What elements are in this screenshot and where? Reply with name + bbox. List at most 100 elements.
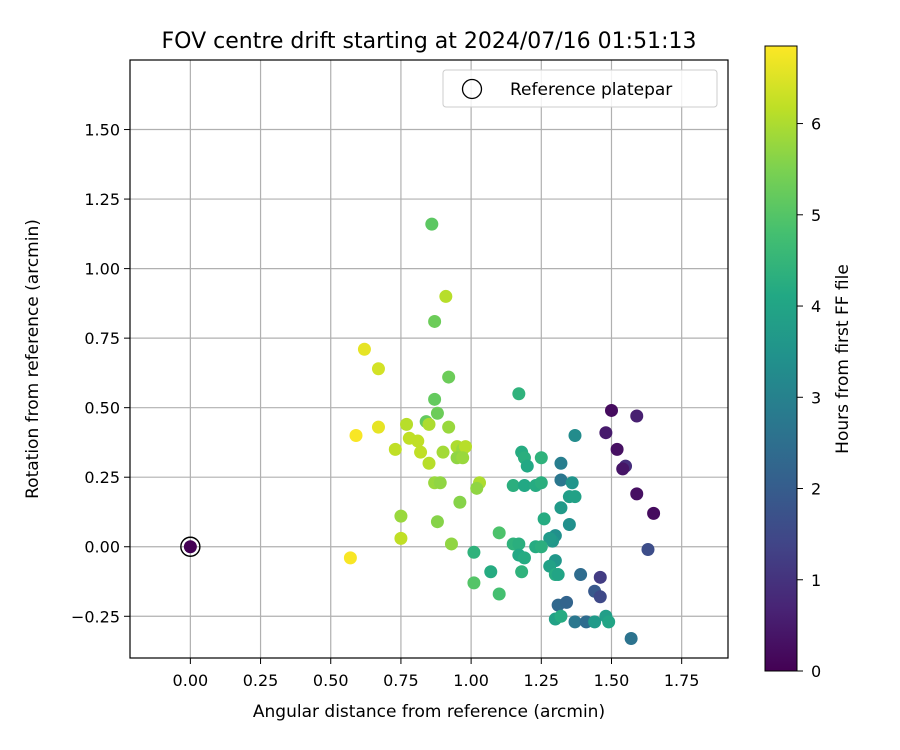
y-tick-label: 1.25 [84,190,120,209]
data-point [554,501,568,515]
data-point [428,314,442,328]
data-point [560,595,574,609]
data-point [647,506,661,520]
data-point [565,476,579,490]
data-point [394,509,408,523]
colorbar-tick-label: 3 [811,388,821,407]
data-point [512,387,526,401]
chart-title: FOV centre drift starting at 2024/07/16 … [162,29,697,54]
legend-label: Reference platepar [510,80,672,100]
data-point [543,531,557,545]
reference-marker [180,536,201,557]
x-tick-label: 1.00 [453,671,489,690]
data-point [492,526,506,540]
data-point [534,451,548,465]
data-point [400,417,414,431]
data-point [520,459,534,473]
data-point [430,406,444,420]
data-point [371,420,385,434]
data-point [610,442,624,456]
x-tick-label: 0.50 [313,671,349,690]
data-point [515,565,529,579]
colorbar-tick-label: 1 [811,571,821,590]
data-point [394,531,408,545]
data-point [436,445,450,459]
data-point [593,570,607,584]
colorbar-tick-label: 6 [811,115,821,134]
data-point [357,342,371,356]
y-tick-label: 0.75 [84,329,120,348]
y-tick-label: 1.00 [84,260,120,279]
data-points [180,217,661,646]
legend-marker [461,78,483,100]
colorbar-tick-label: 0 [811,662,821,681]
x-axis-ticks: 0.00 0.25 0.50 0.75 1.00 1.25 1.50 1.75 [173,658,700,690]
data-point [568,428,582,442]
legend: Reference platepar [442,69,718,108]
data-point [554,473,568,487]
data-point [422,456,436,470]
y-tick-label: 0.00 [84,538,120,557]
colorbar-ticks: 0 1 2 3 4 5 6 [797,115,821,681]
data-point [599,426,613,440]
y-tick-label: 1.50 [84,121,120,140]
data-point [456,451,470,465]
colorbar-tick-label: 5 [811,206,821,225]
data-point [458,440,472,454]
data-point [470,481,484,495]
y-tick-label: 0.25 [84,468,120,487]
y-tick-label: 0.50 [84,399,120,418]
data-point [433,476,447,490]
data-point [604,403,618,417]
data-point [484,565,498,579]
data-point [588,615,602,629]
data-point [554,456,568,470]
data-point [414,445,428,459]
data-point [534,476,548,490]
data-point [442,370,456,384]
data-point [602,615,616,629]
data-point [422,417,436,431]
colorbar-gradient [764,45,798,672]
x-axis-label: Angular distance from reference (arcmin) [253,702,605,722]
data-point [442,420,456,434]
x-tick-label: 1.25 [523,671,559,690]
data-point [439,289,453,303]
x-tick-label: 1.50 [594,671,630,690]
data-point [453,495,467,509]
data-point [183,540,197,554]
data-point [641,543,655,557]
data-point [428,392,442,406]
colorbar-tick-label: 2 [811,480,821,499]
x-tick-label: 1.75 [664,671,700,690]
colorbar: 0 1 2 3 4 5 6 Hours from first FF file [764,45,853,681]
data-point [630,487,644,501]
x-tick-label: 0.25 [243,671,279,690]
data-point [517,479,531,493]
grid [130,60,728,658]
data-point [411,434,425,448]
data-point [425,217,439,231]
data-point [343,551,357,565]
data-point [512,537,526,551]
data-point [551,568,565,582]
data-point [388,442,402,456]
colorbar-tick-label: 4 [811,297,821,316]
y-axis-label: Rotation from reference (arcmin) [23,219,43,499]
y-axis-ticks: −0.25 0.00 0.25 0.50 0.75 1.00 1.25 1.50 [71,121,130,626]
data-point [371,362,385,376]
data-point [568,490,582,504]
data-point [568,615,582,629]
legend-box [442,69,718,108]
data-point [492,587,506,601]
x-tick-label: 0.75 [383,671,419,690]
data-point [534,540,548,554]
data-point [630,409,644,423]
data-point [554,609,568,623]
data-point [467,545,481,559]
colorbar-label: Hours from first FF file [833,264,853,454]
data-point [624,632,638,646]
data-point [430,515,444,529]
data-point [562,517,576,531]
plot-frame [129,59,729,659]
